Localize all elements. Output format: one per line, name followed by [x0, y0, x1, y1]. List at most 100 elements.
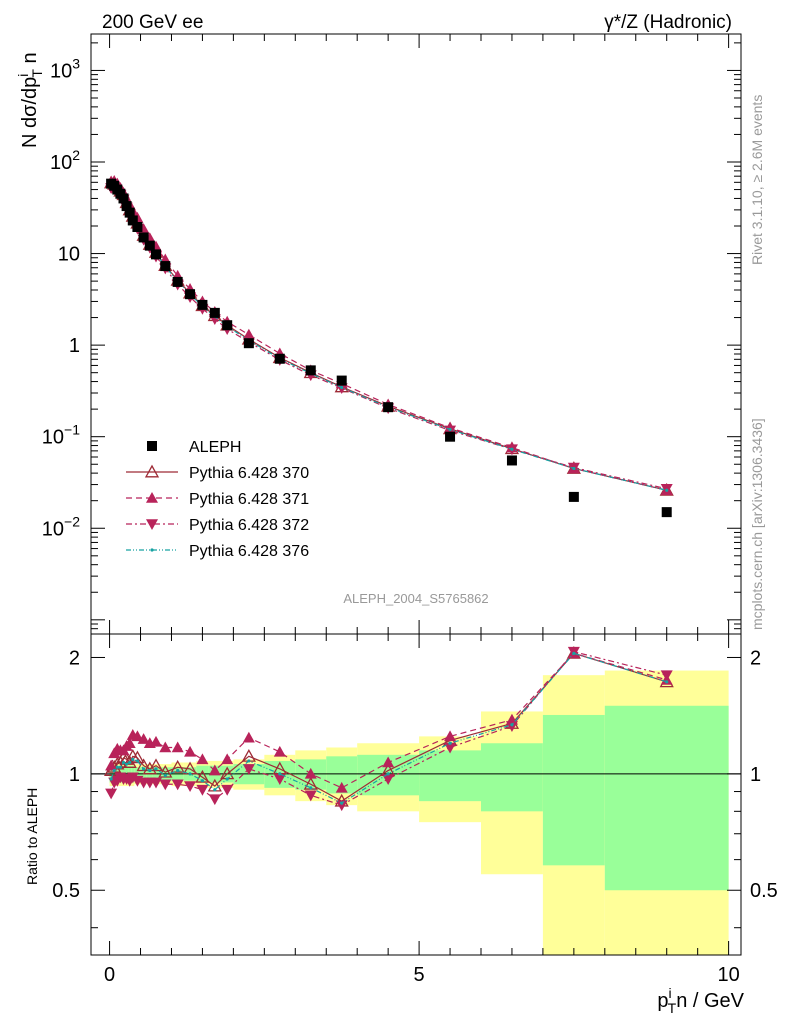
main-plot-panel: 10−2 10−1 1 10 102 103: [42, 33, 742, 635]
data-point: [185, 289, 196, 300]
data-point: [160, 261, 171, 272]
main-ytick-label: 10: [58, 244, 80, 266]
data-point: [383, 402, 394, 413]
data-point: [144, 240, 155, 251]
main-ylabel: N dσ/dpiT n: [15, 52, 45, 148]
ratio-point: [159, 741, 172, 753]
ratio-point: [123, 737, 136, 749]
ratio-point: [150, 777, 162, 789]
ratio-point: [221, 753, 234, 765]
data-point: [132, 222, 143, 233]
ratio-point: [304, 767, 317, 779]
ratio-point: [247, 759, 251, 763]
ratio-point: [188, 772, 192, 776]
ratio-point: [505, 721, 518, 732]
main-point: [572, 466, 576, 471]
header-left: 200 GeV ee: [102, 12, 203, 33]
ratio-point: [150, 735, 162, 747]
ratio-point: [660, 670, 673, 682]
legend-marker: [150, 548, 154, 552]
x-tick-label: 0: [104, 964, 115, 986]
ratio-point: [225, 777, 229, 781]
ratio-point: [309, 786, 313, 790]
rivet-label: Rivet 3.1.10, ≥ 2.6M events: [749, 95, 765, 265]
ratio-point: [665, 680, 669, 684]
legend: ALEPH Pythia 6.428 370 Pythia 6.428 371 Pyt…: [126, 439, 309, 560]
data-point: [336, 375, 347, 386]
data-point: [127, 215, 138, 226]
ratio-point: [382, 774, 395, 785]
ratio-point: [105, 759, 118, 771]
legend-marker: [147, 441, 157, 451]
legend-label: Pythia 6.428 372: [189, 517, 309, 534]
ratio-point: [171, 779, 184, 791]
ratio-point: [208, 764, 221, 776]
ratio-point: [448, 741, 452, 745]
mcplots-label: mcplots.cern.ch [arXiv:1306.3436]: [749, 418, 765, 630]
legend-marker: [146, 492, 158, 503]
ratio-point: [208, 794, 221, 806]
x-axis-label: pi Tn / GeV: [657, 985, 744, 1016]
data-point: [661, 507, 672, 518]
data-point: [118, 193, 129, 204]
ratio-point: [242, 731, 255, 743]
ratio-point: [510, 723, 514, 727]
ratio-point: [184, 745, 197, 757]
data-point: [222, 320, 233, 331]
ratio-point: [163, 773, 167, 778]
ratio-point: [128, 760, 132, 765]
ratio-point: [142, 767, 146, 771]
ratio-point: [131, 757, 135, 761]
ratio-point: [304, 790, 317, 802]
data-point: [138, 232, 149, 243]
x-tick-label: 5: [414, 964, 425, 986]
main-point: [242, 328, 255, 340]
ratio-point: [171, 741, 184, 753]
main-ytick-label: 10−1: [42, 422, 80, 449]
ratio-point: [131, 730, 144, 742]
data-point: [568, 491, 579, 502]
ratio-ytick-label-right: 0.5: [750, 880, 778, 902]
ratio-point: [196, 784, 209, 796]
data-point: [124, 207, 135, 218]
main-point: [448, 427, 452, 432]
ratio-point: [444, 730, 457, 742]
ratio-frame: [90, 633, 742, 956]
ratio-point: [335, 800, 348, 812]
ratio-point: [273, 745, 286, 757]
legend-label: Pythia 6.428 370: [189, 465, 309, 482]
ratio-point: [335, 781, 348, 793]
main-ytick-label: 1: [69, 335, 80, 357]
data-point: [172, 276, 183, 287]
ratio-point: [137, 733, 150, 744]
ratio-ytick-label: 1: [69, 764, 80, 786]
ratio-point: [154, 767, 158, 771]
ratio-point: [148, 768, 152, 773]
ratio-ylabel: Ratio to ALEPH: [24, 788, 40, 885]
ratio-point: [105, 788, 118, 800]
ratio-point: [221, 784, 234, 796]
ratio-point: [142, 761, 157, 775]
ratio-point: [386, 772, 390, 776]
band-inner-bin: [481, 743, 543, 812]
legend-marker: [144, 464, 160, 478]
ratio-point: [196, 753, 209, 765]
ratio-point: [273, 774, 286, 785]
main-point: [510, 447, 514, 451]
ratio-point: [118, 765, 123, 769]
ratio-point: [124, 762, 129, 766]
legend-label: Pythia 6.428 371: [189, 491, 309, 508]
data-point: [243, 338, 254, 349]
ratio-point: [200, 779, 205, 783]
ratio-point: [115, 765, 119, 769]
ratio-ytick-label: 2: [69, 647, 80, 669]
ratio-point: [112, 768, 116, 773]
header-right: γ*/Z (Hadronic): [604, 12, 732, 33]
ratio-ytick-label-right: 1: [750, 764, 761, 786]
ratio-point: [242, 764, 255, 775]
ratio-plot-panel: 0 5 10 0.5 0.5 1 1 2 2: [52, 633, 778, 986]
ratio-point: [340, 801, 344, 805]
ratio-point: [278, 772, 282, 776]
ratio-point: [159, 779, 172, 791]
